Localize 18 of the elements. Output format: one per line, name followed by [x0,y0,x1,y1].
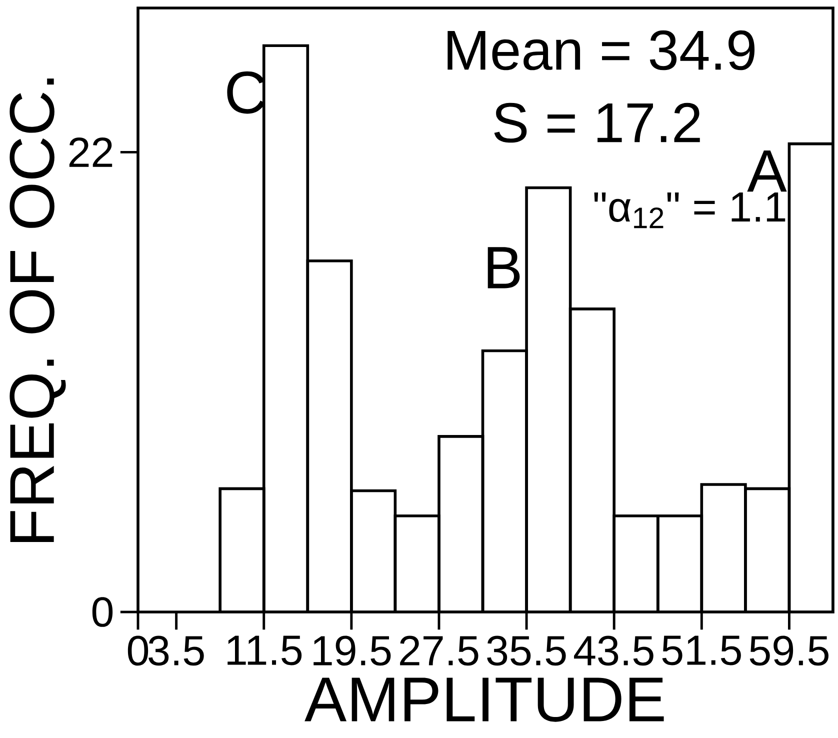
y-axis-title: FREQ. OF OCC. [10,78,66,542]
x-tick-label: 19.5 [314,636,391,666]
annotation: Mean = 34.9 [448,30,755,70]
x-tick-label: 0 [128,636,148,666]
x-tick-label: 27.5 [400,636,478,666]
annotation: A [747,150,787,192]
x-tick-label: 51.5 [662,636,741,666]
y-tick-label: 22 [69,137,112,167]
annotation: S = 17.2 [494,102,700,143]
annotation: C [227,71,266,114]
annotation: B [488,247,520,288]
x-tick-label: 59.5 [750,636,828,666]
x-tick-label: 3.5 [148,636,204,666]
annotation: "α$_{12}$" = 1.1 [594,192,786,228]
x-axis-title: AMPLITUDE [304,678,664,722]
x-tick-label: 35.5 [487,636,566,666]
x-tick-label: 11.5 [228,636,302,666]
x-tick-label: 43.5 [574,636,654,666]
